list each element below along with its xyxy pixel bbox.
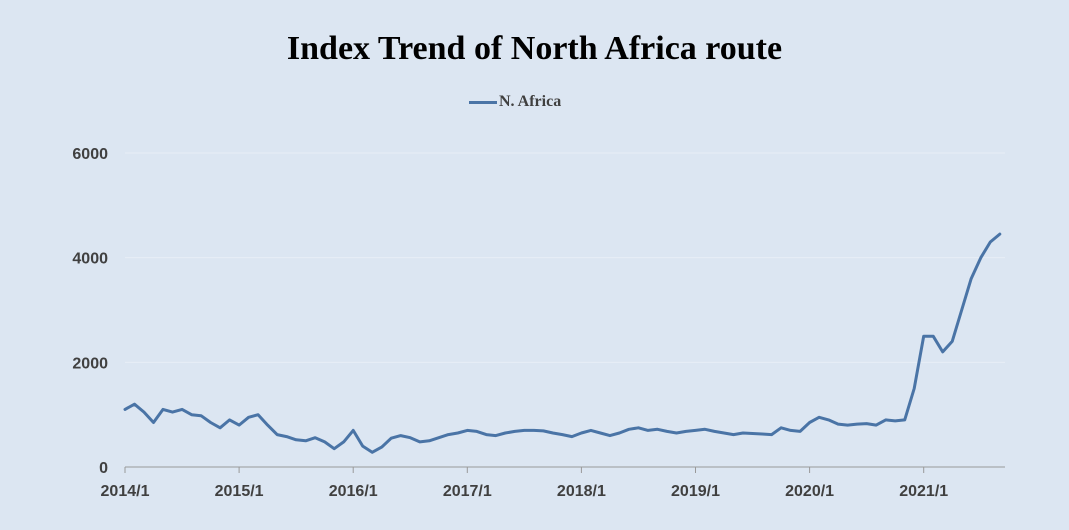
legend-label: N. Africa (499, 93, 562, 110)
x-tick-label: 2015/1 (215, 483, 264, 500)
chart-legend: N. Africa (469, 93, 561, 111)
y-tick-label: 4000 (72, 251, 108, 268)
y-tick-label: 2000 (72, 355, 108, 372)
legend-swatch (469, 100, 497, 104)
x-tick-label: 2014/1 (101, 483, 150, 500)
x-tick-label: 2020/1 (785, 483, 834, 500)
x-tick-label: 2021/1 (899, 483, 948, 500)
x-tick-label: 2019/1 (671, 483, 720, 500)
x-tick-label: 2018/1 (557, 483, 606, 500)
x-tick-label: 2017/1 (443, 483, 492, 500)
x-tick-label: 2016/1 (329, 483, 378, 500)
y-tick-label: 6000 (72, 146, 108, 163)
series-line-n-africa (123, 232, 1002, 454)
chart-title: Index Trend of North Africa route (286, 30, 783, 67)
y-tick-label: 0 (99, 460, 108, 477)
